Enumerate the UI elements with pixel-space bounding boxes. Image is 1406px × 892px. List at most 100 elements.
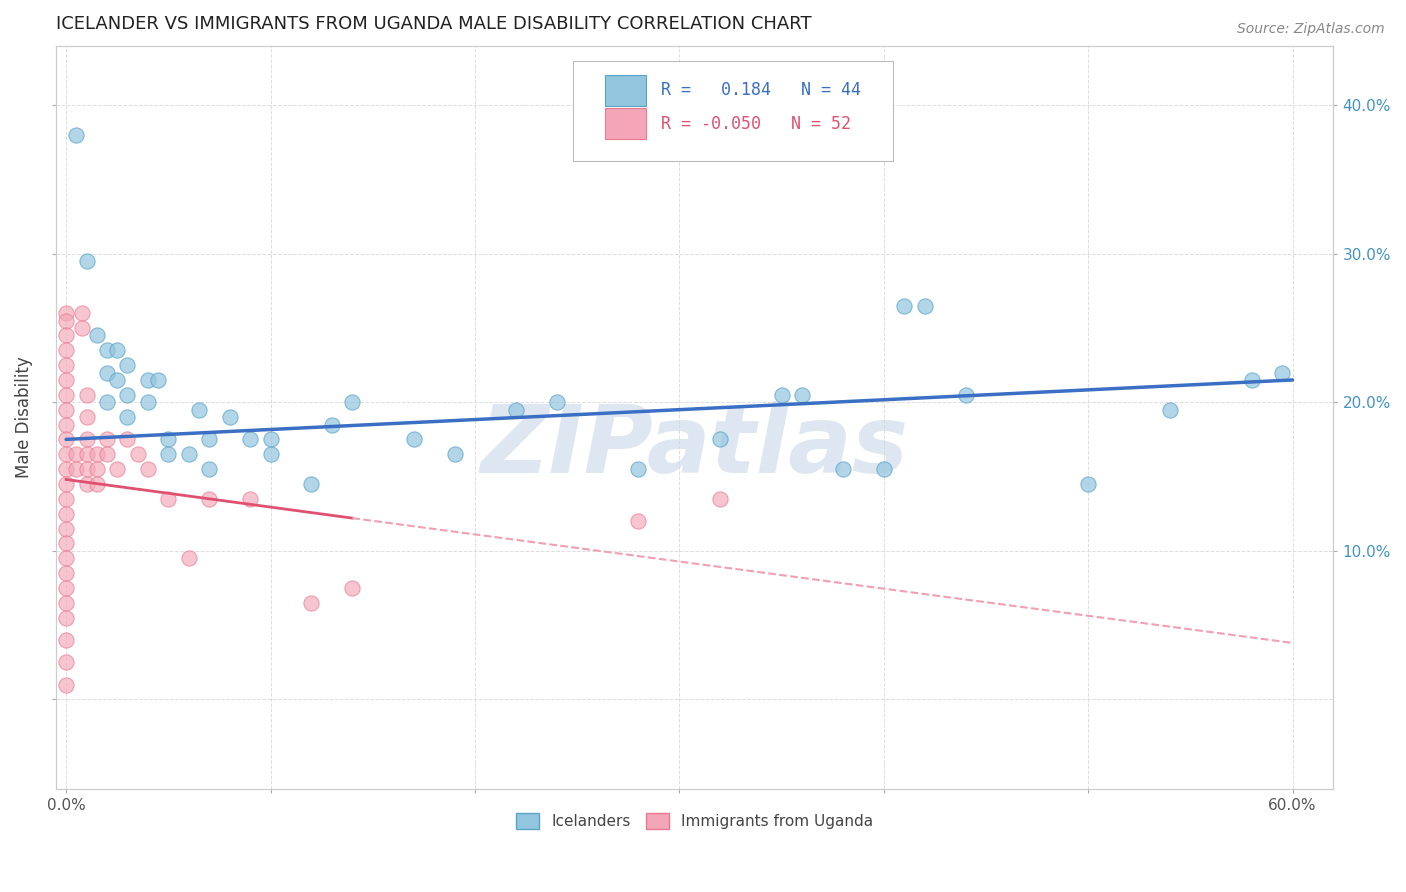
Point xyxy=(299,596,322,610)
Point xyxy=(117,388,139,402)
Point xyxy=(218,410,240,425)
Point xyxy=(893,299,915,313)
Point xyxy=(65,462,87,476)
Point xyxy=(55,433,77,447)
Point xyxy=(136,373,159,387)
FancyBboxPatch shape xyxy=(605,75,647,106)
Point xyxy=(117,358,139,372)
Text: ZIPatlas: ZIPatlas xyxy=(481,401,908,492)
Text: ICELANDER VS IMMIGRANTS FROM UGANDA MALE DISABILITY CORRELATION CHART: ICELANDER VS IMMIGRANTS FROM UGANDA MALE… xyxy=(56,15,811,33)
Point xyxy=(55,306,77,320)
Point xyxy=(914,299,936,313)
Point xyxy=(1077,477,1099,491)
Point xyxy=(55,632,77,647)
Point xyxy=(96,447,118,461)
Point xyxy=(76,447,98,461)
Point xyxy=(342,395,364,409)
Point xyxy=(55,551,77,566)
Point xyxy=(790,388,813,402)
Point xyxy=(55,402,77,417)
Point xyxy=(188,402,211,417)
Point xyxy=(955,388,977,402)
Legend: Icelanders, Immigrants from Uganda: Icelanders, Immigrants from Uganda xyxy=(509,805,882,837)
FancyBboxPatch shape xyxy=(605,108,647,139)
Point xyxy=(1159,402,1181,417)
Point xyxy=(55,373,77,387)
Point xyxy=(55,328,77,343)
Point xyxy=(402,433,425,447)
Point xyxy=(127,447,149,461)
Point xyxy=(177,447,200,461)
Text: R = -0.050   N = 52: R = -0.050 N = 52 xyxy=(661,115,852,133)
Point xyxy=(239,433,262,447)
Y-axis label: Male Disability: Male Disability xyxy=(15,356,32,478)
Point xyxy=(198,462,221,476)
Point xyxy=(505,402,527,417)
Point xyxy=(76,410,98,425)
Point xyxy=(55,462,77,476)
Point xyxy=(239,491,262,506)
Point xyxy=(86,447,108,461)
Point xyxy=(65,447,87,461)
Point xyxy=(55,596,77,610)
Point xyxy=(55,388,77,402)
Point xyxy=(259,447,281,461)
Point xyxy=(76,388,98,402)
Point xyxy=(96,343,118,358)
Point xyxy=(299,477,322,491)
Point xyxy=(55,447,77,461)
Point xyxy=(117,433,139,447)
Point xyxy=(157,433,180,447)
Point xyxy=(55,566,77,580)
Point xyxy=(72,321,94,335)
Point xyxy=(76,433,98,447)
Point xyxy=(770,388,793,402)
Point xyxy=(105,343,128,358)
Point xyxy=(105,373,128,387)
Point xyxy=(72,306,94,320)
Text: Source: ZipAtlas.com: Source: ZipAtlas.com xyxy=(1237,22,1385,37)
Point xyxy=(55,522,77,536)
Point xyxy=(76,462,98,476)
Point xyxy=(55,491,77,506)
Point xyxy=(1240,373,1263,387)
Point xyxy=(177,551,200,566)
Point xyxy=(86,462,108,476)
Point xyxy=(157,447,180,461)
Point xyxy=(55,417,77,432)
Point xyxy=(55,677,77,691)
Point xyxy=(1271,366,1294,380)
Point xyxy=(105,462,128,476)
Point xyxy=(55,507,77,521)
Point xyxy=(198,433,221,447)
Point xyxy=(117,410,139,425)
Point xyxy=(55,610,77,624)
Point xyxy=(55,655,77,669)
Point xyxy=(709,491,731,506)
Point xyxy=(55,358,77,372)
Point xyxy=(86,328,108,343)
Point xyxy=(76,254,98,268)
Point xyxy=(96,366,118,380)
Point xyxy=(55,581,77,595)
Point xyxy=(65,128,87,142)
Point xyxy=(136,395,159,409)
Text: R =   0.184   N = 44: R = 0.184 N = 44 xyxy=(661,81,862,99)
Point xyxy=(157,491,180,506)
Point xyxy=(627,514,650,528)
Point xyxy=(342,581,364,595)
Point xyxy=(443,447,465,461)
Point xyxy=(96,433,118,447)
Point xyxy=(96,395,118,409)
FancyBboxPatch shape xyxy=(574,61,893,161)
Point xyxy=(86,477,108,491)
Point xyxy=(136,462,159,476)
Point xyxy=(198,491,221,506)
Point xyxy=(627,462,650,476)
Point xyxy=(873,462,896,476)
Point xyxy=(55,536,77,550)
Point xyxy=(259,433,281,447)
Point xyxy=(76,477,98,491)
Point xyxy=(55,313,77,327)
Point xyxy=(831,462,853,476)
